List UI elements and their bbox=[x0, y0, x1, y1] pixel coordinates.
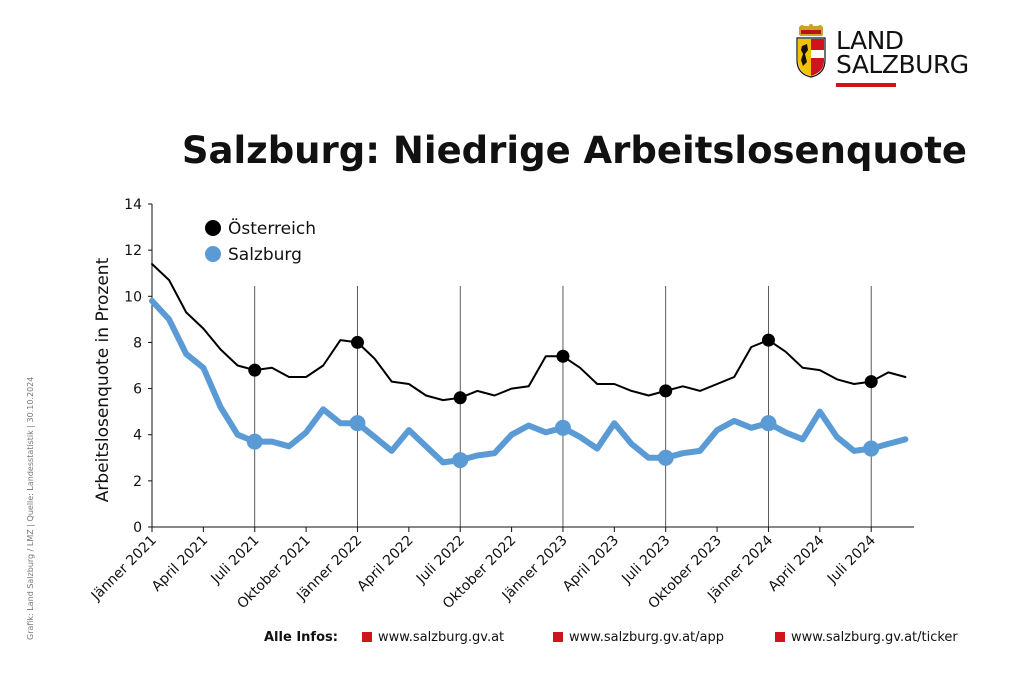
data-point-oesterreich bbox=[453, 391, 467, 405]
legend-label: Salzburg bbox=[228, 245, 302, 265]
data-point-oesterreich bbox=[248, 363, 262, 377]
logo-underline bbox=[836, 83, 896, 87]
x-tick-label: April 2022 bbox=[354, 533, 416, 595]
data-point-oesterreich bbox=[350, 335, 364, 349]
data-point-oesterreich bbox=[556, 349, 570, 363]
chart-series bbox=[149, 263, 909, 469]
footer-link-text: www.salzburg.gv.at/ticker bbox=[791, 630, 958, 645]
y-tick-label: 12 bbox=[124, 243, 142, 259]
data-point-oesterreich bbox=[659, 384, 673, 398]
y-axis-label: Arbeitslosenquote in Prozent bbox=[93, 257, 113, 502]
y-tick-label: 4 bbox=[133, 428, 142, 444]
red-square-icon bbox=[553, 632, 563, 642]
logo-line-land: LAND bbox=[836, 26, 904, 55]
y-tick-label: 0 bbox=[133, 520, 142, 536]
x-tick-label: Juli 2022 bbox=[413, 533, 468, 588]
page-title: Salzburg: Niedrige Arbeitslosenquote bbox=[181, 129, 967, 172]
data-point-salzburg bbox=[760, 415, 777, 432]
data-point-salzburg bbox=[554, 419, 571, 436]
series-line-salzburg bbox=[149, 297, 909, 466]
legend-marker bbox=[205, 246, 221, 262]
y-tick-label: 6 bbox=[133, 382, 142, 398]
salzburg-coat-of-arms-icon bbox=[796, 24, 826, 78]
data-point-oesterreich bbox=[864, 375, 878, 389]
data-point-salzburg bbox=[657, 449, 674, 466]
chart-legend: Österreich Salzburg bbox=[205, 217, 316, 265]
series-line-oesterreich bbox=[151, 263, 907, 402]
x-tick-label: Juli 2021 bbox=[208, 533, 263, 588]
red-square-icon bbox=[775, 632, 785, 642]
data-point-salzburg bbox=[863, 440, 880, 457]
source-note: Grafik: Land Salzburg / LMZ | Quelle: La… bbox=[26, 376, 35, 640]
logo-line-salzburg: SALZBURG bbox=[836, 50, 969, 79]
x-tick-label: Juli 2024 bbox=[824, 532, 879, 587]
y-tick-label: 10 bbox=[124, 289, 142, 305]
x-tick-label: April 2023 bbox=[560, 533, 622, 595]
x-tick-label: April 2021 bbox=[149, 533, 211, 595]
legend-marker bbox=[205, 220, 221, 236]
y-tick-label: 8 bbox=[133, 335, 142, 351]
footer-label: Alle Infos: bbox=[264, 630, 338, 645]
footer-link-text: www.salzburg.gv.at bbox=[378, 630, 505, 645]
x-tick-label: Jänner 2021 bbox=[88, 533, 160, 605]
footer: Alle Infos: www.salzburg.gv.at www.salzb… bbox=[0, 630, 1024, 650]
x-tick-label: April 2024 bbox=[765, 532, 827, 594]
y-tick-label: 14 bbox=[124, 197, 142, 213]
footer-link-ticker[interactable]: www.salzburg.gv.at/ticker bbox=[775, 630, 958, 645]
x-tick-label: Juli 2023 bbox=[618, 533, 673, 588]
y-tick-label: 2 bbox=[133, 474, 142, 490]
footer-link-text: www.salzburg.gv.at/app bbox=[569, 630, 724, 645]
data-point-salzburg bbox=[452, 452, 469, 469]
red-square-icon bbox=[362, 632, 372, 642]
data-point-oesterreich bbox=[761, 333, 775, 347]
footer-link-website[interactable]: www.salzburg.gv.at bbox=[362, 630, 504, 645]
legend-label: Österreich bbox=[228, 217, 316, 239]
data-point-salzburg bbox=[246, 433, 263, 450]
data-point-salzburg bbox=[349, 415, 366, 432]
chart-grid bbox=[254, 286, 872, 527]
footer-link-app[interactable]: www.salzburg.gv.at/app bbox=[553, 630, 724, 645]
land-salzburg-logo: LAND SALZBURG bbox=[790, 24, 980, 90]
